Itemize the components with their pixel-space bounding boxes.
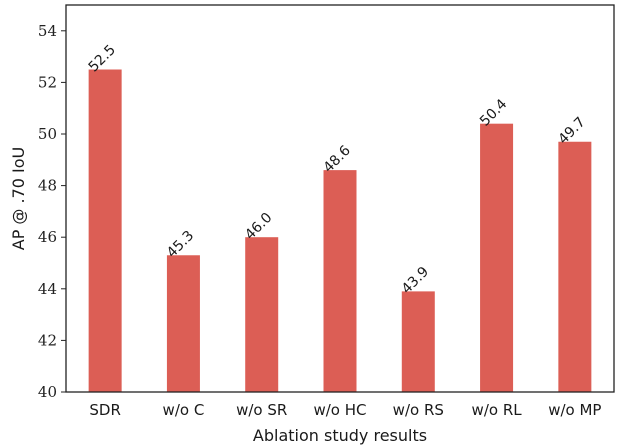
x-axis-categories: SDR w/o C w/o SR w/o HC w/o RS w/o RL w/o MP xyxy=(89,401,601,419)
x-axis-title: Ablation study results xyxy=(253,426,427,445)
y-axis-ticks: 40 42 44 46 48 50 52 54 xyxy=(38,22,66,401)
bar-0 xyxy=(88,69,122,392)
bars-group xyxy=(88,69,592,393)
y-axis-title: AP @ .70 IoU xyxy=(9,147,28,251)
bar-2 xyxy=(245,237,279,392)
bar-1 xyxy=(166,255,200,392)
bar-3 xyxy=(323,170,357,392)
y-tick-label-5: 50 xyxy=(38,125,57,143)
x-category-label-0: SDR xyxy=(89,401,121,419)
x-category-label-3: w/o HC xyxy=(313,401,366,419)
y-tick-label-3: 46 xyxy=(38,228,57,246)
y-tick-label-7: 54 xyxy=(38,22,57,40)
x-category-label-1: w/o C xyxy=(163,401,205,419)
bar-6 xyxy=(558,141,592,392)
x-category-label-2: w/o SR xyxy=(236,401,287,419)
x-category-label-4: w/o RS xyxy=(393,401,444,419)
bar-4 xyxy=(401,291,435,392)
y-tick-label-2: 44 xyxy=(38,280,57,298)
y-tick-label-6: 52 xyxy=(38,73,57,91)
y-tick-label-0: 40 xyxy=(38,383,57,401)
x-category-label-5: w/o RL xyxy=(472,401,523,419)
x-category-label-6: w/o MP xyxy=(548,401,601,419)
y-tick-label-4: 48 xyxy=(38,177,57,195)
plot-frame xyxy=(65,4,615,393)
y-tick-label-1: 42 xyxy=(38,331,57,349)
bar-5 xyxy=(480,123,514,393)
